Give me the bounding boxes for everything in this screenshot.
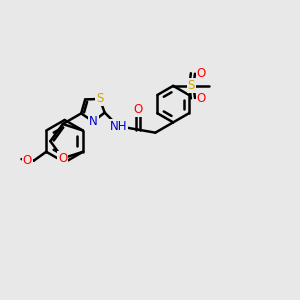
Text: O: O: [23, 154, 32, 167]
Text: N: N: [89, 115, 98, 128]
Text: O: O: [196, 92, 206, 105]
Text: O: O: [196, 67, 206, 80]
Text: S: S: [188, 80, 195, 92]
Text: O: O: [133, 103, 142, 116]
Text: O: O: [58, 152, 68, 165]
Text: NH: NH: [110, 120, 127, 133]
Text: S: S: [96, 92, 103, 105]
